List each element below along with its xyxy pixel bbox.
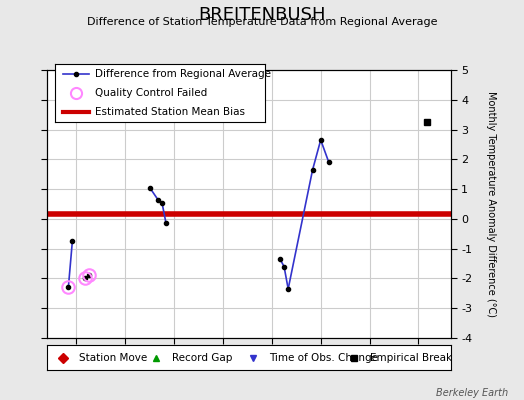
Text: Record Gap: Record Gap <box>172 353 233 362</box>
Text: Estimated Station Mean Bias: Estimated Station Mean Bias <box>95 106 245 116</box>
Text: Berkeley Earth: Berkeley Earth <box>436 388 508 398</box>
Text: Difference of Station Temperature Data from Regional Average: Difference of Station Temperature Data f… <box>87 17 437 27</box>
Text: Station Move: Station Move <box>80 353 148 362</box>
Text: Quality Control Failed: Quality Control Failed <box>95 88 207 98</box>
Text: Empirical Break: Empirical Break <box>370 353 452 362</box>
Y-axis label: Monthly Temperature Anomaly Difference (°C): Monthly Temperature Anomaly Difference (… <box>486 91 496 317</box>
Text: Difference from Regional Average: Difference from Regional Average <box>95 70 271 80</box>
Text: Time of Obs. Change: Time of Obs. Change <box>269 353 378 362</box>
Text: BREITENBUSH: BREITENBUSH <box>198 6 326 24</box>
